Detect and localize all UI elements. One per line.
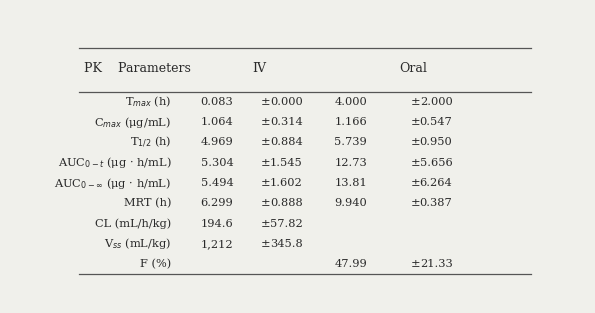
Text: V$_{ss}$ (mL/kg): V$_{ss}$ (mL/kg) [104, 236, 171, 251]
Text: 5.494: 5.494 [201, 178, 233, 188]
Text: 12.73: 12.73 [334, 158, 367, 168]
Text: 194.6: 194.6 [201, 218, 233, 228]
Text: T$_{1/2}$ (h): T$_{1/2}$ (h) [130, 135, 171, 150]
Text: ±: ± [411, 158, 421, 168]
Text: 2.000: 2.000 [419, 97, 453, 107]
Text: 0.884: 0.884 [270, 137, 303, 147]
Text: MRT (h): MRT (h) [124, 198, 171, 208]
Text: 6.264: 6.264 [419, 178, 453, 188]
Text: 9.940: 9.940 [334, 198, 367, 208]
Text: 0.950: 0.950 [419, 137, 453, 147]
Text: ±: ± [411, 97, 421, 107]
Text: 1.064: 1.064 [201, 117, 233, 127]
Text: ±: ± [261, 97, 271, 107]
Text: 1.166: 1.166 [334, 117, 367, 127]
Text: 5.656: 5.656 [419, 158, 453, 168]
Text: ±: ± [411, 259, 421, 269]
Text: ±: ± [261, 178, 271, 188]
Text: ±: ± [411, 137, 421, 147]
Text: 47.99: 47.99 [334, 259, 367, 269]
Text: ±: ± [261, 117, 271, 127]
Text: PK    Parameters: PK Parameters [83, 62, 190, 75]
Text: ±: ± [261, 218, 271, 228]
Text: 0.083: 0.083 [201, 97, 233, 107]
Text: 6.299: 6.299 [201, 198, 233, 208]
Text: 0.000: 0.000 [270, 97, 303, 107]
Text: 1.545: 1.545 [270, 158, 303, 168]
Text: 345.8: 345.8 [270, 239, 303, 249]
Text: 0.387: 0.387 [419, 198, 453, 208]
Text: IV: IV [252, 62, 266, 75]
Text: 13.81: 13.81 [334, 178, 367, 188]
Text: 4.969: 4.969 [201, 137, 233, 147]
Text: 0.547: 0.547 [419, 117, 453, 127]
Text: Oral: Oral [399, 62, 427, 75]
Text: ±: ± [261, 137, 271, 147]
Text: 21.33: 21.33 [419, 259, 453, 269]
Text: C$_{max}$ (μg/mL): C$_{max}$ (μg/mL) [94, 115, 171, 130]
Text: ±: ± [411, 198, 421, 208]
Text: 0.888: 0.888 [270, 198, 303, 208]
Text: 5.739: 5.739 [334, 137, 367, 147]
Text: 5.304: 5.304 [201, 158, 233, 168]
Text: T$_{max}$ (h): T$_{max}$ (h) [125, 95, 171, 109]
Text: AUC$_{0-∞}$ (μg · h/mL): AUC$_{0-∞}$ (μg · h/mL) [54, 176, 171, 191]
Text: ±: ± [261, 239, 271, 249]
Text: ±: ± [261, 158, 271, 168]
Text: F (%): F (%) [140, 259, 171, 269]
Text: ±: ± [411, 117, 421, 127]
Text: 1,212: 1,212 [201, 239, 233, 249]
Text: ±: ± [411, 178, 421, 188]
Text: 4.000: 4.000 [334, 97, 367, 107]
Text: AUC$_{0-t}$ (μg · h/mL): AUC$_{0-t}$ (μg · h/mL) [58, 155, 171, 170]
Text: 57.82: 57.82 [270, 218, 303, 228]
Text: 1.602: 1.602 [270, 178, 303, 188]
Text: 0.314: 0.314 [270, 117, 303, 127]
Text: ±: ± [261, 198, 271, 208]
Text: CL (mL/h/kg): CL (mL/h/kg) [95, 218, 171, 229]
